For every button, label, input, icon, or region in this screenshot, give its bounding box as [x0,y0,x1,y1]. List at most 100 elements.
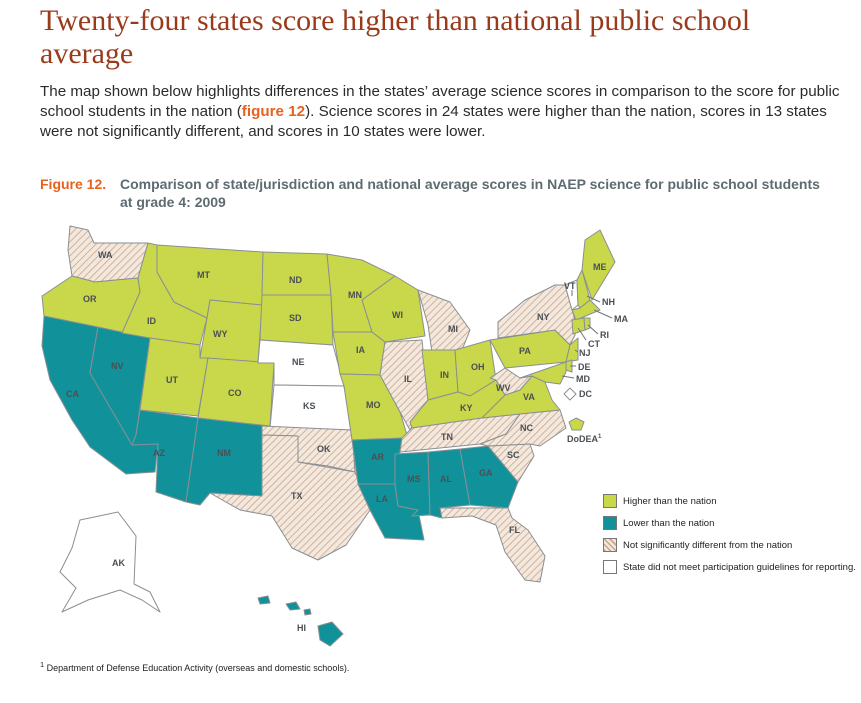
leader-line-ct [577,327,587,341]
label-il: IL [404,374,413,384]
label-me: ME [593,262,607,272]
label-nm: NM [217,448,231,458]
state-hi-4[interactable] [317,621,344,647]
label-tn: TN [441,432,453,442]
state-md[interactable] [519,361,567,385]
footnote-marker: 1 [40,660,45,669]
label-ne: NE [292,357,305,367]
label-ri: RI [600,330,609,340]
leader-line-ri [587,324,599,335]
label-in: IN [440,370,449,380]
state-ak[interactable] [59,511,161,613]
label-hi: HI [297,623,306,633]
label-dodea-sup: 1 [598,434,602,440]
state-dc[interactable] [563,387,577,401]
intro-text-end: ). Science scores in 24 states were high… [40,103,827,140]
label-mi: MI [448,324,458,334]
state-fl[interactable] [439,507,546,583]
label-mn: MN [348,290,362,300]
state-tx[interactable] [209,434,371,561]
leader-line-nj [574,349,579,353]
label-fl: FL [509,525,520,535]
label-oh: OH [471,362,485,372]
state-wi[interactable] [361,275,426,343]
label-co: CO [228,388,242,398]
intro-text-start: The map shown below highlights differenc… [40,83,840,120]
state-ri[interactable] [583,317,591,331]
label-ut: UT [166,375,178,385]
figure-caption-text: Comparison of state/jurisdiction and nat… [120,176,820,210]
figure-caption: Figure 12. Comparison of state/jurisdict… [40,175,830,211]
label-ms: MS [407,474,421,484]
state-wv[interactable] [489,367,533,396]
figure-number: Figure 12. [40,176,107,192]
label-ia: IA [356,345,366,355]
label-ma: MA [614,314,628,324]
label-ak: AK [112,558,125,568]
state-hi-1[interactable] [257,595,271,605]
state-me[interactable] [581,229,616,301]
legend-swatch-not-different [603,538,617,552]
legend-swatch-lower [603,516,617,530]
legend-item-higher: Higher than the nation [603,490,856,512]
label-tx: TX [291,491,303,501]
label-ca: CA [66,389,79,399]
intro-paragraph: The map shown below highlights differenc… [40,82,840,142]
legend-item-lower: Lower than the nation [603,512,856,534]
label-md: MD [576,374,590,384]
legend-label-higher: Higher than the nation [623,495,717,507]
state-hi-3[interactable] [303,608,312,616]
state-nm[interactable] [185,417,269,506]
state-ga[interactable] [459,445,519,509]
state-mi[interactable] [417,289,471,353]
state-ms[interactable] [394,451,431,517]
state-ct[interactable] [571,317,586,335]
page-title: Twenty-four states score higher than nat… [40,4,751,70]
label-ct: CT [588,339,600,349]
footnote: 1 Department of Defense Education Activi… [40,660,349,673]
label-ok: OK [317,444,331,454]
state-nj[interactable] [565,337,579,363]
leader-line-ma [593,309,613,319]
label-ky: KY [460,403,473,413]
label-vt: VT [564,281,576,291]
label-de: DE [578,362,591,372]
label-va: VA [523,392,535,402]
state-nc[interactable] [479,409,567,447]
legend-label-not-reported: State did not meet participation guideli… [623,561,856,573]
map-legend: Higher than the nation Lower than the na… [603,490,856,578]
label-ga: GA [479,468,493,478]
label-wv: WV [496,383,511,393]
legend-label-lower: Lower than the nation [623,517,715,529]
label-az: AZ [153,448,165,458]
label-ks: KS [303,401,316,411]
figure-reference-link[interactable]: figure 12 [241,103,306,120]
label-nh: NH [602,297,615,307]
label-pa: PA [519,346,531,356]
label-sc: SC [507,450,520,460]
legend-swatch-not-reported [603,560,617,574]
label-al: AL [440,474,452,484]
label-wy: WY [213,329,228,339]
state-wy[interactable] [199,299,263,364]
legend-label-not-different: Not significantly different from the nat… [623,539,793,551]
label-la: LA [376,494,388,504]
label-or: OR [83,294,97,304]
label-nj: NJ [579,348,591,358]
label-dodea-text: DoDEA [567,434,598,444]
label-nc: NC [520,423,533,433]
state-ma[interactable] [571,299,601,321]
legend-item-not-different: Not significantly different from the nat… [603,534,856,556]
label-dc: DC [579,389,592,399]
state-nd[interactable] [261,251,332,296]
label-ar: AR [371,452,384,462]
label-nv: NV [111,361,124,371]
leader-line-md [561,375,575,379]
legend-item-not-reported: State did not meet participation guideli… [603,556,856,578]
label-ny: NY [537,312,550,322]
label-wa: WA [98,250,113,260]
state-dodea[interactable] [568,417,585,431]
legend-swatch-higher [603,494,617,508]
state-hi-2[interactable] [285,601,301,611]
